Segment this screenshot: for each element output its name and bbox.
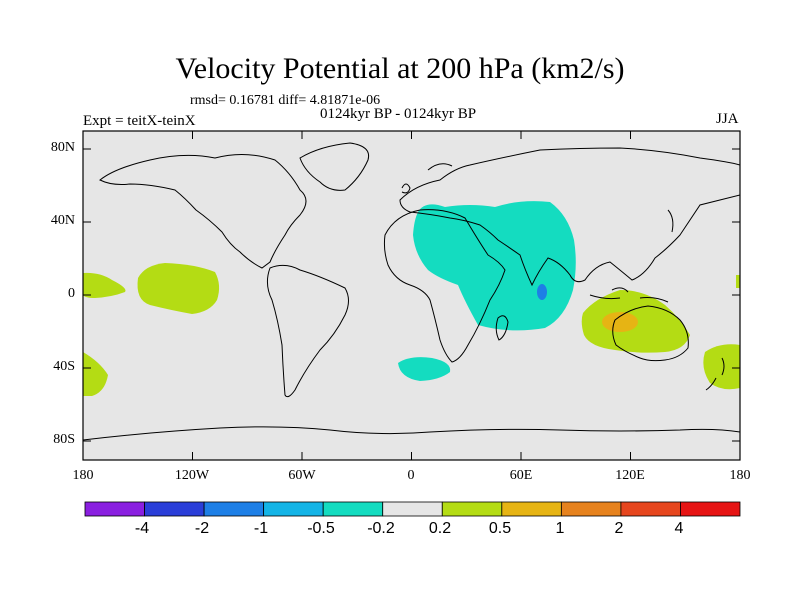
colorbar-swatch (680, 501, 741, 517)
y-tick-label: 40N (50, 213, 75, 228)
colorbar-swatch (441, 501, 503, 517)
y-tick-label: 80S (53, 432, 75, 447)
colorbar-label: 0.5 (488, 520, 512, 537)
period-label: 0124kyr BP - 0124kyr BP (320, 106, 477, 122)
coast-indonesia (589, 287, 669, 303)
coast-greenland (299, 142, 370, 191)
negative-region-south-atlantic (398, 357, 451, 381)
positive-region-south-pacific-west (83, 352, 108, 396)
positive-region-new-zealand (703, 344, 740, 390)
colorbar-swatch (501, 501, 562, 517)
coast-new-zealand (705, 357, 725, 391)
colorbar-label: -0.5 (307, 520, 335, 537)
x-tick-label: 120E (615, 468, 645, 483)
coast-japan (667, 209, 674, 233)
colorbar-swatch (560, 501, 622, 517)
colorbar-label: -0.2 (367, 520, 395, 537)
colorbar-swatch (322, 501, 384, 517)
positive-region-central-pacific (137, 263, 220, 314)
colorbar-swatch (263, 501, 324, 517)
colorbar-label: 4 (674, 520, 684, 537)
colorbar-label: 0.2 (428, 520, 452, 537)
coast-north-america (99, 154, 307, 269)
colorbar-swatch (620, 501, 681, 517)
colorbar-swatch (382, 501, 443, 517)
season-label: JJA (716, 111, 739, 127)
coast-madagascar (495, 315, 509, 341)
positive-region-west-pacific (83, 272, 126, 298)
colorbar-label: -4 (134, 520, 150, 537)
colorbar-swatch (144, 501, 205, 517)
x-tick-label: 180 (72, 468, 94, 483)
coast-australia (612, 305, 689, 362)
coast-africa (383, 209, 506, 363)
y-tick-label: 0 (68, 286, 75, 301)
negative-region-eurasia-africa (413, 201, 576, 331)
x-tick-label: 60E (509, 468, 533, 483)
colorbar-label: -1 (253, 520, 269, 537)
colorbar-label: -2 (194, 520, 210, 537)
x-tick-label: 120W (174, 468, 210, 483)
coast-eurasia (399, 147, 740, 287)
y-tick-label: 40S (53, 359, 75, 374)
colorbar-swatch (203, 501, 265, 517)
axis-ticks (82, 131, 741, 460)
x-tick-label: 0 (407, 468, 415, 483)
colorbar-label: 1 (555, 520, 565, 537)
chart-title: Velocity Potential at 200 hPa (km2/s) (175, 52, 625, 85)
x-tick-label: 180 (729, 468, 751, 483)
coast-uk-scandinavia (401, 163, 453, 194)
coastlines (83, 142, 740, 441)
coast-antarctica (83, 426, 740, 441)
experiment-label: Expt = teitX-teinX (83, 113, 196, 129)
x-tick-label: 60W (288, 468, 316, 483)
coast-south-america (266, 264, 349, 398)
colorbar-label: 2 (614, 520, 624, 537)
colorbar-swatch (84, 501, 145, 517)
y-tick-label: 80N (50, 140, 75, 155)
colorbar (84, 501, 741, 517)
negative-core-indian-ocean (537, 284, 547, 300)
positive-core-maritime (602, 312, 638, 332)
positive-region-east-pacific (736, 275, 740, 288)
stats-text: rmsd= 0.16781 diff= 4.81871e-06 (190, 93, 381, 108)
